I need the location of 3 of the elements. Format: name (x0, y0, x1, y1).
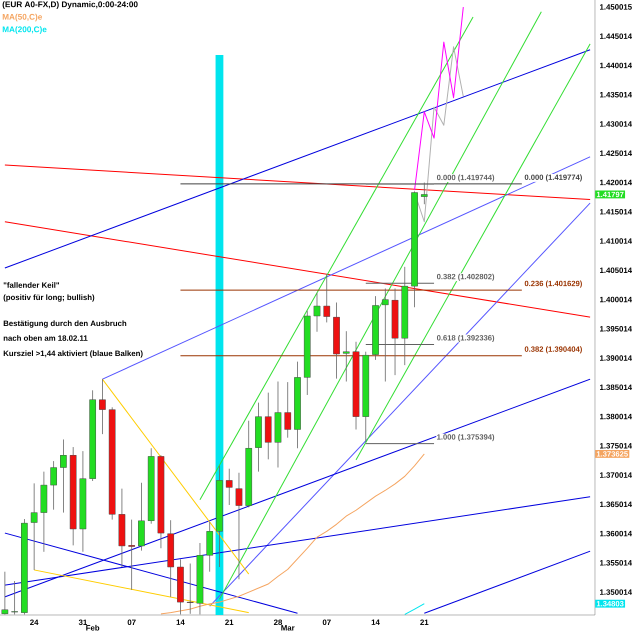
text: MA(50,C)e (2, 14, 42, 22)
text: MA(200,C)e (2, 26, 47, 34)
chart-title: (EUR A0-FX,D) Dynamic,0:00-24:00 (2, 1, 138, 9)
